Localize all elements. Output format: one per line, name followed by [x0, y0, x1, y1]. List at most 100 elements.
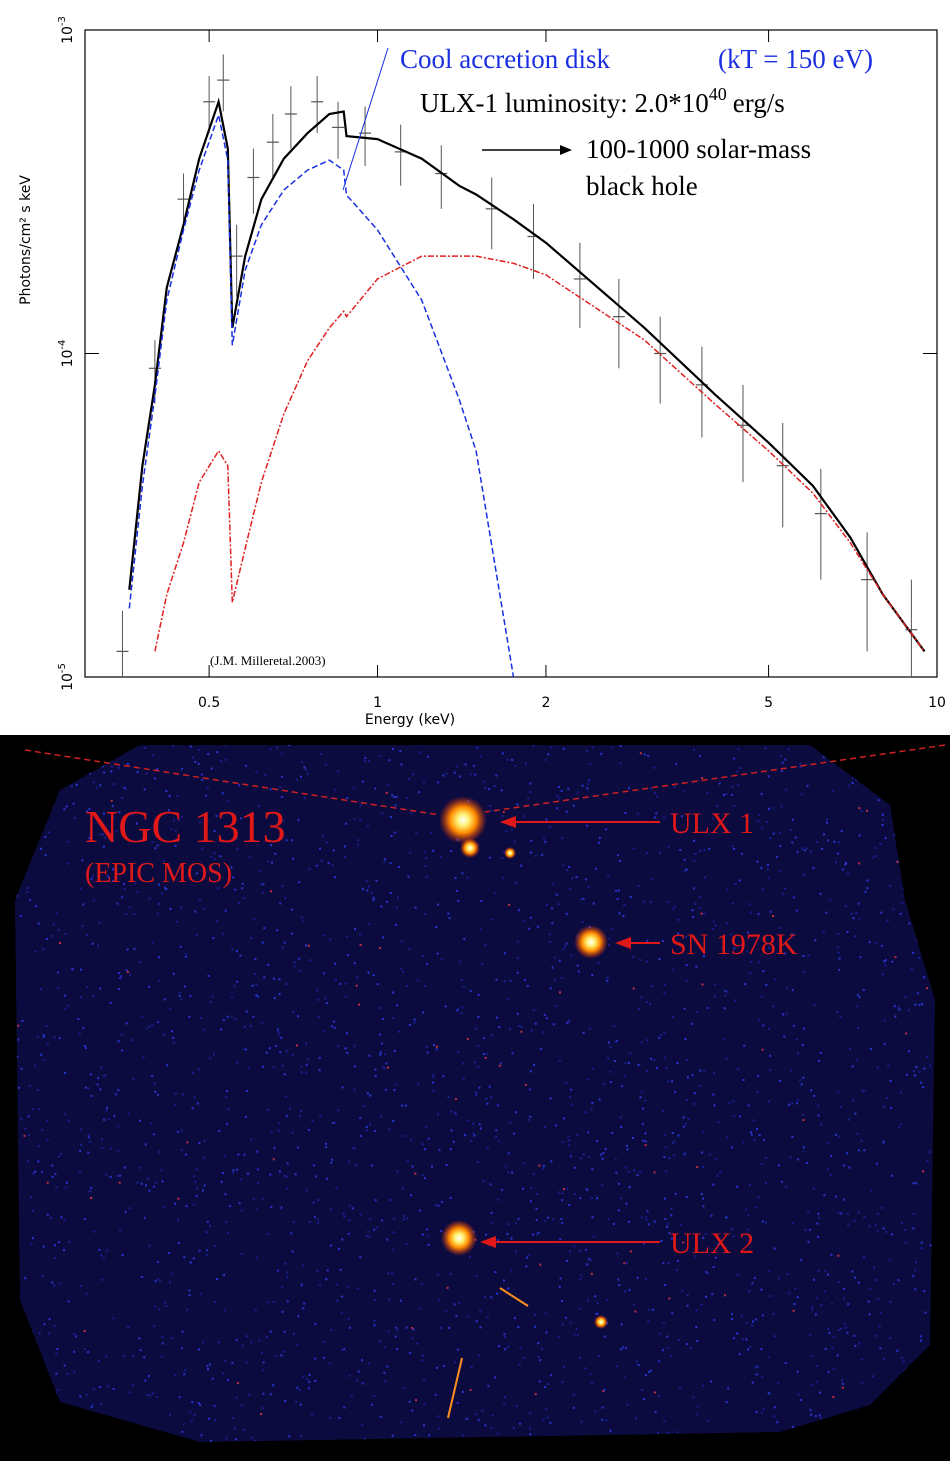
photon — [245, 764, 248, 767]
photon — [591, 1067, 594, 1070]
photon — [472, 764, 475, 767]
photon — [495, 1016, 498, 1019]
photon — [883, 1043, 886, 1046]
photon — [700, 1303, 703, 1306]
photon — [151, 1024, 154, 1027]
photon — [254, 972, 256, 975]
photon — [562, 1188, 565, 1190]
photon — [507, 998, 510, 1001]
photon — [454, 1361, 456, 1364]
photon — [169, 1413, 171, 1416]
photon — [440, 1326, 442, 1329]
photon — [319, 847, 321, 850]
photon — [112, 839, 114, 842]
photon — [712, 920, 715, 923]
photon — [188, 1015, 191, 1018]
photon — [305, 1042, 307, 1045]
photon — [145, 1184, 147, 1187]
photon — [189, 1411, 192, 1414]
photon — [596, 1312, 599, 1315]
photon — [881, 944, 883, 947]
photon — [778, 1277, 781, 1280]
photon — [796, 1296, 799, 1299]
photon — [656, 1067, 659, 1070]
photon — [300, 1071, 303, 1074]
photon — [387, 1330, 390, 1333]
photon — [619, 1116, 622, 1119]
photon — [549, 826, 552, 828]
photon — [586, 1188, 589, 1191]
photon — [907, 1050, 910, 1053]
photon — [410, 1194, 413, 1197]
photon — [283, 1330, 286, 1333]
photon — [522, 919, 525, 922]
photon — [193, 1175, 196, 1178]
photon — [323, 972, 326, 975]
photon — [579, 1307, 582, 1310]
photon — [126, 948, 129, 951]
photon — [558, 786, 560, 788]
photon — [780, 805, 783, 808]
photon — [876, 1212, 879, 1215]
photon — [123, 1166, 126, 1169]
photon — [222, 1019, 225, 1022]
photon — [792, 896, 795, 899]
photon — [537, 1231, 540, 1234]
photon — [118, 811, 121, 814]
photon — [639, 1170, 642, 1173]
photon — [244, 1025, 246, 1028]
photon — [838, 957, 841, 960]
photon — [868, 1313, 871, 1316]
photon — [710, 1214, 713, 1217]
photon — [286, 1271, 289, 1274]
photon — [755, 1411, 758, 1413]
photon — [423, 851, 426, 854]
photon — [544, 758, 547, 761]
photon — [365, 880, 368, 882]
photon — [568, 1139, 571, 1142]
photon — [308, 1387, 310, 1390]
photon — [843, 1297, 845, 1300]
photon — [73, 1350, 76, 1353]
photon — [568, 1203, 571, 1206]
photon — [302, 1307, 305, 1310]
photon — [333, 1026, 336, 1029]
photon — [117, 767, 120, 769]
photon — [314, 1357, 317, 1360]
photon — [658, 1395, 661, 1398]
photon — [46, 1213, 49, 1216]
photon — [53, 1244, 56, 1247]
photon — [159, 1279, 161, 1282]
photon — [702, 1205, 705, 1208]
photon — [99, 1386, 102, 1388]
photon — [889, 1336, 892, 1339]
photon — [171, 1030, 174, 1033]
photon — [71, 968, 74, 971]
photon — [677, 918, 680, 921]
photon — [560, 790, 563, 792]
photon — [329, 1416, 332, 1419]
photon — [248, 856, 251, 859]
photon — [668, 1232, 671, 1235]
photon — [64, 1007, 67, 1010]
photon — [853, 1334, 856, 1337]
photon — [670, 1354, 673, 1357]
photon — [392, 1231, 395, 1234]
photon — [46, 938, 49, 940]
photon — [874, 1224, 877, 1227]
photon — [712, 1183, 715, 1186]
photon — [498, 1345, 501, 1348]
photon — [298, 957, 301, 960]
photon — [233, 985, 236, 988]
photon — [829, 899, 832, 902]
photon — [545, 1017, 548, 1020]
photon — [276, 1028, 279, 1031]
photon — [639, 959, 642, 961]
photon — [434, 1203, 437, 1206]
source-label: ULX 2 — [670, 1227, 754, 1260]
photon — [534, 1393, 537, 1396]
photon — [217, 1341, 220, 1344]
photon — [432, 849, 435, 852]
photon — [581, 784, 584, 787]
photon — [792, 934, 795, 936]
